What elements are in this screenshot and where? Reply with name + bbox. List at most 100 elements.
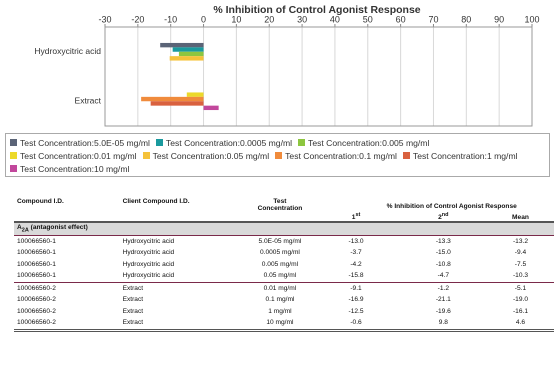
table-cell: Extract [122,284,144,292]
table-cell: 100066560-1 [17,260,56,268]
table-cell: -0.6 [350,319,362,327]
text: A [17,224,22,232]
table-cell: -15.0 [435,249,451,257]
x-tick-label: 0 [201,14,206,24]
table-cell: 100066560-2 [17,296,56,304]
legend-label: Test Concentration:0.0005 mg/ml [165,137,293,148]
table-cell: 5.0E-05 mg/ml [258,237,302,245]
column-header: Mean [512,214,529,221]
table-cell: -10.3 [512,272,528,280]
table-row: 100066560-2 Extract 1 mg/ml -12.5 -19.6 -16.1 [14,306,554,318]
legend-label: Test Concentration:0.05 mg/ml [152,150,270,161]
legend-item: Test Concentration:0.1 mg/ml [275,149,397,162]
x-tick-label: 100 [524,14,539,24]
table-cell: -16.1 [512,307,528,315]
legend-swatch [10,165,17,172]
table-cell: Hydroxycitric acid [122,272,175,280]
legend-item: Test Concentration:0.05 mg/ml [142,149,270,162]
text: st [355,211,361,218]
legend-swatch [275,152,283,159]
table-row: 100066560-2 Extract 0.01 mg/ml -9.1 -1.2 -5.1 [14,282,554,294]
table-cell: 0.01 mg/ml [263,284,297,292]
table-cell: 10 mg/ml [266,319,294,327]
x-tick-label: 60 [396,14,406,24]
text: 2 [438,214,442,221]
table-row: 100066560-1 Hydroxycitric acid 0.005 mg/ml… [14,259,554,271]
table-cell: -13.2 [512,237,528,245]
x-tick-label: 10 [231,14,241,24]
table-cell: -9.4 [514,249,527,257]
table-cell: 1 mg/ml [268,307,292,315]
table-cell: Hydroxycitric acid [122,260,175,268]
table-cell: -15.8 [348,272,364,280]
table-cell: 0.005 mg/ml [261,260,299,268]
table-cell: -7.5 [514,260,527,268]
table-cell: -4.7 [437,272,450,280]
legend-swatch [142,152,150,159]
subheader-row: 1st 2nd Mean [14,210,554,223]
table-cell: Hydroxycitric acid [122,237,175,245]
table-cell: 4.6 [515,319,526,327]
bar [141,96,204,102]
table-row: 100066560-1 Hydroxycitric acid 5.0E-05 mg/… [14,235,554,247]
legend: Test Concentration:5.0E-05 mg/ml Test Con… [5,133,550,177]
table-row: 100066560-1 Hydroxycitric acid 0.0005 mg/m… [14,247,554,259]
chart: % Inhibition of Control Agonist Response… [34,4,540,127]
column-header: Test Concentration [257,198,303,212]
x-tick-label: 90 [494,14,504,24]
bar [186,92,204,97]
table-cell: 9.8 [438,319,448,327]
legend-label: Test Concentration:1 mg/ml [412,150,518,161]
legend-label: Test Concentration:10 mg/ml [20,163,130,174]
table-cell: 0.1 mg/ml [265,296,295,304]
column-header: Client Compound I.D. [122,198,190,205]
section-label: A2A (antagonist effect) [14,222,554,235]
table-cell: Hydroxycitric acid [122,249,175,257]
table-cell: -12.5 [348,307,364,315]
table-cell: -9.1 [350,284,362,292]
legend-swatch [10,152,17,159]
table-row: 100066560-1 Hydroxycitric acid 0.05 mg/ml -… [14,270,554,282]
bar [169,56,204,61]
legend-label: Test Concentration:0.1 mg/ml [285,150,397,161]
legend-item: Test Concentration:0.005 mg/ml [298,136,429,149]
text: (antagonist effect) [30,224,88,232]
x-tick-label: 80 [461,14,471,24]
section-row: A2A (antagonist effect) [14,222,554,235]
table-cell: -19.6 [435,307,451,315]
bar [172,47,204,52]
table-cell: 100066560-2 [17,284,56,292]
header-row: Compound I.D. Client Compound I.D. Test … [14,198,554,212]
legend-label: Test Concentration:0.01 mg/ml [20,150,137,161]
chart-title: % Inhibition of Control Agonist Response [213,4,420,16]
table-cell: -1.2 [437,284,450,292]
table-cell: Extract [122,296,144,304]
table-cell: -3.7 [350,249,362,257]
bar [178,51,204,57]
table-cell: -16.9 [348,296,364,304]
x-tick-label: -10 [164,14,177,24]
table-cell: 100066560-1 [17,237,56,245]
x-tick-label: 50 [363,14,373,24]
table-cell: -21.1 [435,296,451,304]
legend-swatch [10,139,17,146]
text: 2A [21,227,29,234]
y-tick-label: Hydroxycitric acid [34,46,101,56]
legend-swatch [155,139,163,146]
x-tick-label: 20 [264,14,274,24]
plot-border [104,26,533,127]
table-cell: -10.8 [435,260,451,268]
x-tick-label: -30 [98,14,111,24]
legend-label: Test Concentration:5.0E-05 mg/ml [20,137,150,148]
text: nd [441,211,449,218]
bar [150,101,204,106]
bar [160,42,204,48]
legend-swatch [298,139,306,146]
x-tick-label: -20 [131,14,144,24]
table-cell: 100066560-1 [17,272,56,280]
legend-label: Test Concentration:0.005 mg/ml [308,137,430,148]
column-header: 1st [312,210,399,223]
group-header: % Inhibition of Control Agonist Response [386,202,517,210]
table-cell: Extract [122,307,144,315]
